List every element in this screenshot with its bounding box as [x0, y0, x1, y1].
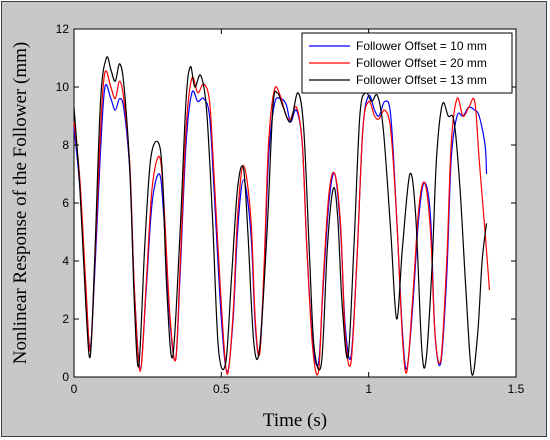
y-tick-label: 0 [62, 370, 69, 384]
y-tick-label: 12 [56, 22, 70, 36]
y-tick-label: 2 [62, 312, 69, 326]
series-line-3 [73, 56, 488, 376]
y-tick-label: 6 [62, 196, 69, 210]
legend: Follower Offset = 10 mm Follower Offset =… [301, 32, 513, 94]
legend-label-1: Follower Offset = 10 mm [356, 39, 487, 53]
y-tick-label: 8 [62, 138, 69, 152]
series-line-2 [73, 70, 491, 376]
x-tick-label: 0 [71, 382, 78, 396]
ticks-layer: 0 0.5 1 1.5 0 2 4 6 8 10 12 [56, 22, 525, 396]
series-layer [73, 56, 491, 376]
x-tick-label: 1 [365, 382, 372, 396]
legend-label-3: Follower Offset = 13 mm [356, 73, 487, 87]
y-axis-label: Nonlinear Response of the Follower (mm) [10, 42, 31, 364]
legend-label-2: Follower Offset = 20 mm [356, 56, 487, 70]
y-tick-label: 10 [56, 80, 70, 94]
x-tick-label: 1.5 [508, 382, 525, 396]
x-axis-label: Time (s) [263, 410, 327, 431]
y-tick-label: 4 [62, 254, 69, 268]
x-tick-label: 0.5 [213, 382, 230, 396]
